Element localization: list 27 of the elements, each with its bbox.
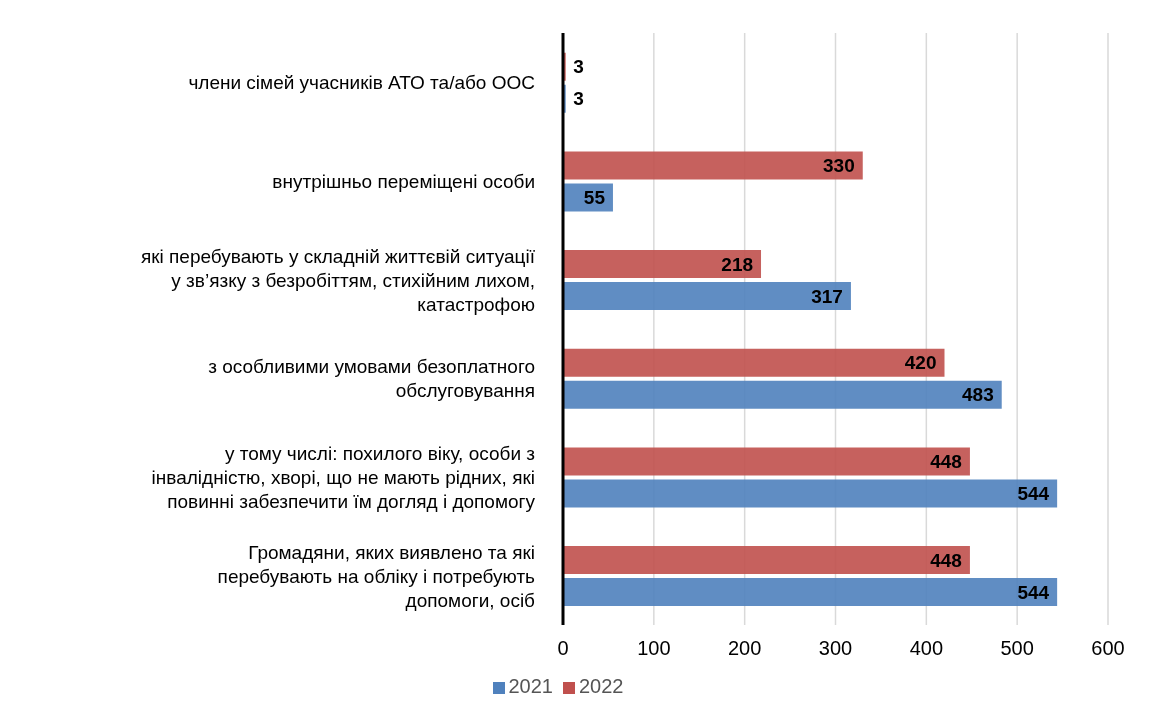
x-tick-label: 400 — [909, 637, 944, 660]
data-label: 3 — [573, 88, 584, 110]
y-tick-label: у тому числі: похилого віку, особи з інвалідністю, хворі, що не мають рідних, які повинні забезпечити їм догляд і допомогу — [151, 442, 536, 512]
data-label: 55 — [583, 186, 606, 208]
data-label: 544 — [1017, 581, 1050, 603]
x-tick-label: 0 — [557, 637, 569, 660]
x-tick-label: 300 — [818, 637, 853, 660]
legend-label: 2022 — [579, 675, 624, 697]
data-label: 420 — [904, 352, 937, 374]
y-tick-label: члени сімей учасників АТО та/або ООС — [188, 71, 535, 93]
x-tick-label: 200 — [727, 637, 762, 660]
y-tick-label: які перебувають у складній життєвій ситуації у зв’язку з безробіттям, стихійним лихом, катастрофою — [140, 245, 536, 315]
data-label: 330 — [823, 154, 855, 176]
y-tick-label: з особливими умовами безоплатного обслуговування — [208, 355, 535, 401]
data-label: 3 — [573, 56, 584, 78]
data-label: 448 — [930, 549, 962, 571]
x-tick-label: 100 — [637, 637, 671, 660]
data-label: 448 — [930, 450, 962, 472]
data-label: 483 — [962, 384, 994, 406]
y-tick-label: внутрішньо переміщені особи — [272, 170, 535, 192]
data-label: 317 — [811, 285, 843, 307]
y-tick-label: Громадяни, яких виявлено та які перебувають на обліку і потребують допомоги, осіб — [217, 541, 536, 611]
legend-label: 2021 — [508, 675, 553, 697]
data-label: 218 — [721, 253, 754, 275]
data-label: 544 — [1017, 482, 1050, 504]
x-tick-label: 600 — [1091, 637, 1125, 660]
x-tick-label: 500 — [1000, 637, 1034, 660]
